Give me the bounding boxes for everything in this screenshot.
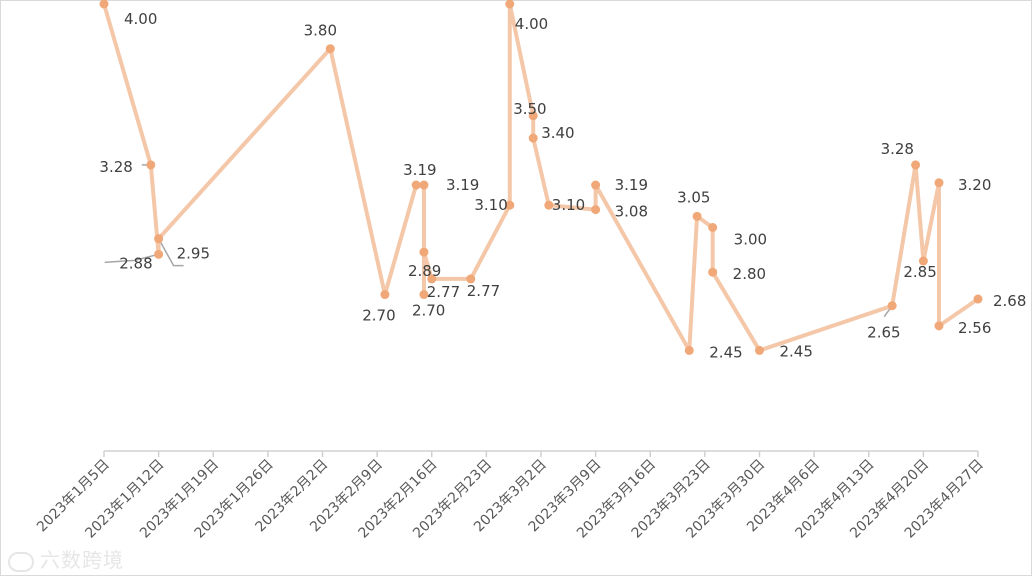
data-point (528, 111, 538, 121)
data-label: 2.56 (958, 319, 991, 337)
data-point (911, 160, 921, 170)
data-label: 3.00 (734, 231, 767, 249)
data-label: 3.05 (677, 188, 710, 206)
data-label: 3.19 (615, 176, 648, 194)
data-label: 2.95 (177, 245, 210, 263)
data-label: 2.85 (903, 263, 936, 281)
data-point (419, 180, 429, 190)
data-point (505, 200, 515, 210)
data-label: 2.77 (467, 282, 500, 300)
data-point (591, 205, 601, 215)
series-line (102, 2, 980, 353)
data-label: 3.08 (615, 203, 648, 221)
data-label: 2.77 (427, 283, 460, 301)
data-label: 3.19 (403, 161, 436, 179)
data-point (154, 249, 164, 259)
eye-logo-icon (8, 551, 34, 572)
data-point (918, 256, 928, 266)
data-label: 4.00 (124, 10, 157, 28)
data-point (708, 267, 718, 277)
data-label: 2.45 (780, 342, 813, 360)
data-point (528, 133, 538, 143)
leader-line (104, 253, 159, 264)
data-point (380, 290, 390, 300)
data-point (325, 44, 335, 54)
data-point (755, 345, 764, 355)
data-point (684, 345, 694, 355)
data-label: 3.10 (552, 196, 585, 214)
data-label: 3.50 (513, 100, 546, 118)
data-label: 2.68 (993, 292, 1026, 310)
data-point (887, 301, 897, 311)
data-label: 2.70 (412, 302, 445, 320)
data-label: 3.10 (474, 196, 507, 214)
data-label: 3.20 (958, 176, 991, 194)
data-label: 2.65 (867, 324, 900, 342)
data-labels: 4.00 3.28 2.88 2.95 3.80 2.70 3.19 3.19 2.70 2.89… (99, 10, 1026, 361)
data-label: 2.45 (709, 343, 742, 361)
data-point (692, 211, 702, 221)
data-point (973, 294, 983, 304)
data-point (419, 290, 429, 300)
data-point (99, 0, 109, 9)
data-point (146, 160, 156, 170)
data-point (591, 180, 601, 190)
watermark-text: 六数跨境 (40, 548, 124, 572)
data-label: 3.28 (881, 140, 914, 158)
data-point (934, 178, 944, 188)
data-point (466, 274, 476, 284)
data-point (419, 247, 429, 257)
data-point (505, 0, 515, 9)
data-label: 2.89 (408, 262, 441, 280)
watermark: 六数跨境 (8, 544, 124, 573)
leader-line (157, 238, 184, 267)
data-point (427, 274, 437, 284)
data-label: 2.70 (362, 307, 395, 325)
series-markers (99, 0, 983, 355)
data-point (411, 180, 421, 190)
data-label: 3.28 (99, 158, 132, 176)
data-label: 2.88 (119, 254, 152, 272)
data-label: 4.00 (515, 15, 548, 33)
data-label: 3.40 (541, 124, 574, 142)
data-label: 3.80 (304, 22, 337, 40)
data-label: 3.19 (446, 176, 479, 194)
data-point (154, 234, 164, 244)
data-label: 2.80 (733, 265, 766, 283)
data-point (708, 223, 718, 232)
x-axis-ticks: 2023年1月5日2023年1月12日2023年1月19日2023年1月26日2… (34, 451, 987, 542)
data-point (934, 321, 944, 331)
data-point (544, 200, 554, 210)
